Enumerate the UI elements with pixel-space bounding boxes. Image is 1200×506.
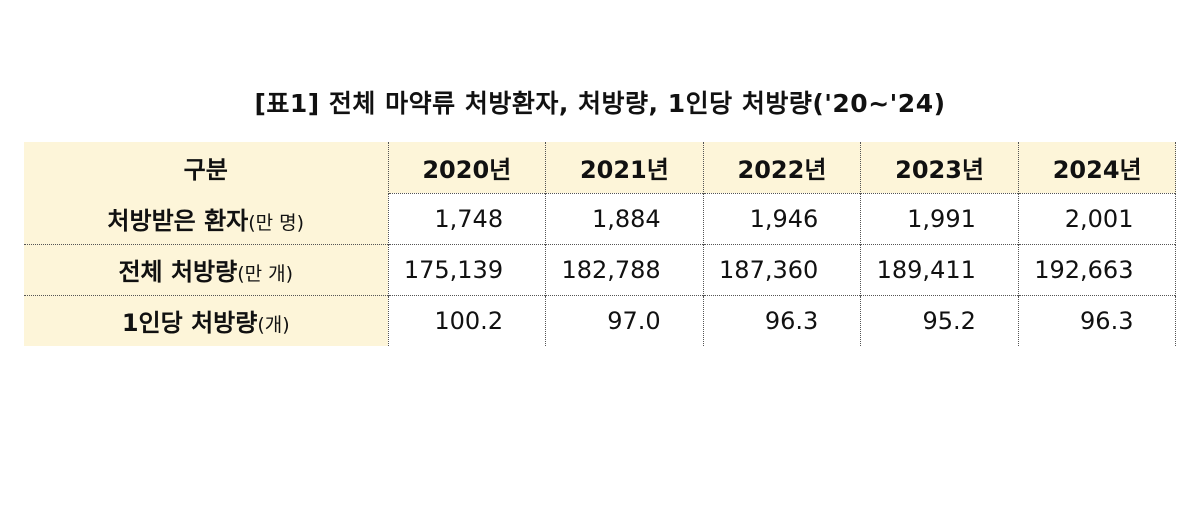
header-year-2023: 2023년 [860,142,1019,193]
header-year-2022: 2022년 [702,142,861,193]
table-cell: 1,946 [702,192,861,244]
table-row: 1인당 처방량(개) 100.2 97.0 96.3 95.2 96.3 [24,294,1177,346]
row-label-text: 전체 처방량 [118,258,238,286]
row-label-per-person: 1인당 처방량(개) [24,294,388,346]
table-cell: 95.2 [860,294,1019,346]
table-cell: 1,991 [860,192,1019,244]
table-cell: 1,748 [387,192,546,244]
header-year-2020: 2020년 [387,142,546,193]
table-cell: 97.0 [545,294,704,346]
row-unit: (만 개) [237,263,294,285]
header-row: 구분 2020년 2021년 2022년 2023년 2024년 [24,142,1177,193]
table-row: 처방받은 환자(만 명) 1,748 1,884 1,946 1,991 2,0… [24,192,1177,244]
table-cell: 96.3 [1017,294,1177,346]
row-unit: (개) [257,314,290,337]
table-cell: 182,788 [545,243,704,295]
prescription-table: 구분 2020년 2021년 2022년 2023년 2024년 처방받은 환자… [24,142,1177,346]
row-label-patients: 처방받은 환자(만 명) [24,193,388,244]
row-unit: (만 명) [248,211,305,234]
table-cell: 96.3 [702,294,861,346]
row-label-text: 처방받은 환자 [107,206,249,235]
table-cell: 2,001 [1017,192,1177,244]
table-title: [표1] 전체 마약류 처방환자, 처방량, 1인당 처방량('20~'24) [254,89,946,118]
row-label-total-prescriptions: 전체 처방량(만 개) [24,243,388,295]
table-cell: 100.2 [387,294,546,346]
table-cell: 189,411 [860,243,1019,295]
table-cell: 1,884 [545,192,704,244]
table-cell: 192,663 [1017,243,1177,295]
header-category: 구분 [24,142,388,193]
table-cell: 187,360 [702,243,861,295]
row-label-text: 1인당 처방량 [121,309,258,338]
table-row: 전체 처방량(만 개) 175,139 182,788 187,360 189,… [24,243,1177,295]
header-year-2021: 2021년 [545,142,704,193]
table-cell: 175,139 [387,243,546,295]
header-year-2024: 2024년 [1017,142,1177,193]
